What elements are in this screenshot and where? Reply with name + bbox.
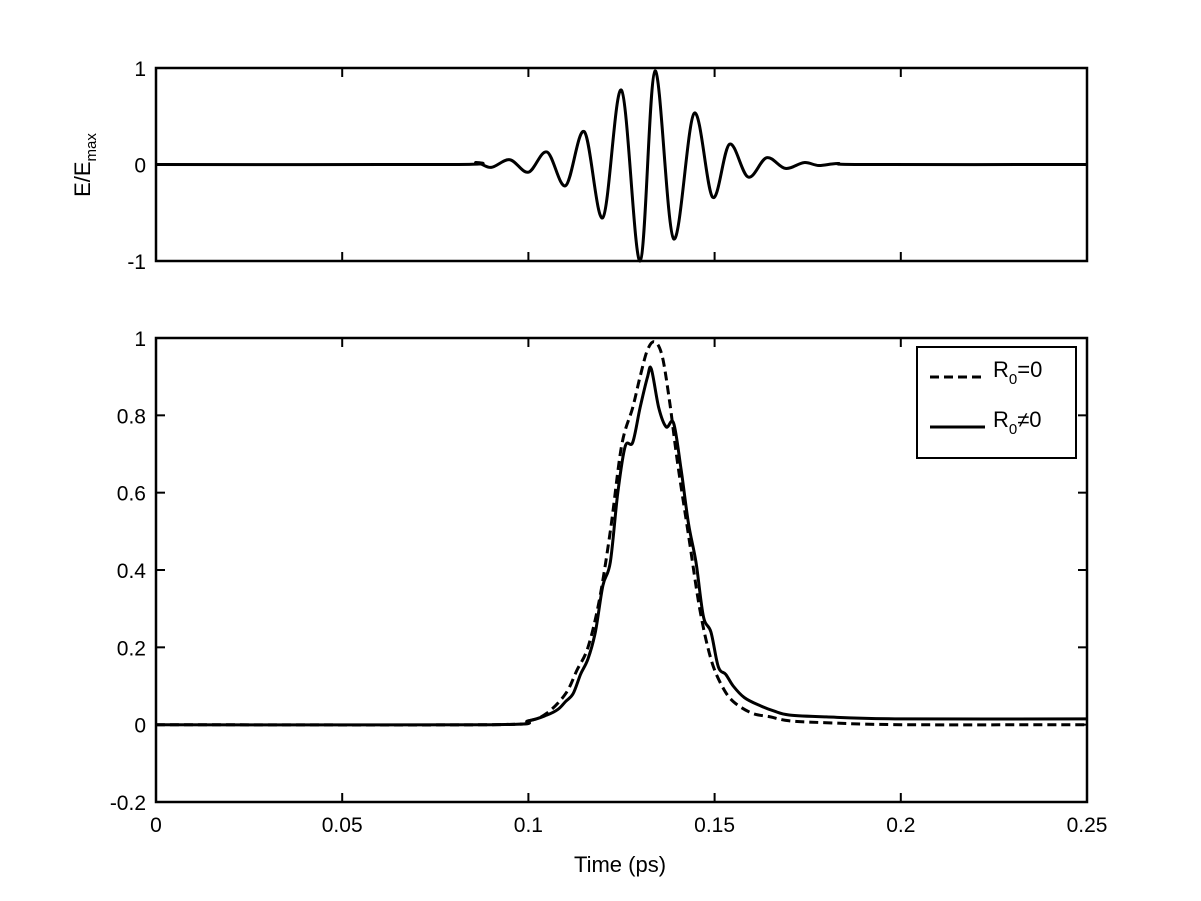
legend-label-r0-nonzero: R0≠0 <box>993 407 1042 438</box>
top-series-line-solid <box>155 69 1088 263</box>
top-series-group <box>155 69 1088 263</box>
bottom-y-tick-label-5: 0.8 <box>117 405 146 428</box>
top-y-tick-labels: -1 0 1 <box>127 58 146 274</box>
top-y-tick-label-2: 1 <box>134 58 146 81</box>
bottom-y-tick-label-0: -0.2 <box>110 792 146 815</box>
bottom-x-tick-label-4: 0.2 <box>886 814 915 837</box>
bottom-y-tick-label-2: 0.2 <box>117 637 146 660</box>
top-y-tick-label-1: 0 <box>134 155 146 178</box>
legend: R0=0 R0≠0 <box>916 346 1077 459</box>
bottom-series-line-dashed <box>155 340 1088 727</box>
bottom-panel: -0.200.20.40.60.81 0 0.05 0.1 0.15 0.2 0.25 T… <box>110 328 1108 877</box>
bottom-y-tick-label-3: 0.4 <box>117 560 147 583</box>
bottom-x-tick-label-2: 0.1 <box>514 814 543 837</box>
bottom-x-tick-label-1: 0.05 <box>322 814 363 837</box>
top-panel: -1 0 1 E/Emax <box>70 58 1089 274</box>
bottom-y-tick-label-1: 0 <box>134 715 146 738</box>
bottom-y-tick-labels: -0.2 0 0.2 0.4 0.6 0.8 1 <box>110 328 146 815</box>
legend-label-r0-zero: R0=0 <box>993 357 1042 388</box>
bottom-y-tick-label-6: 1 <box>134 328 146 351</box>
bottom-x-tick-labels: 0 0.05 0.1 0.15 0.2 0.25 <box>150 814 1107 837</box>
bottom-series-line-solid <box>155 365 1088 727</box>
bottom-x-tick-label-3: 0.15 <box>694 814 735 837</box>
x-axis-label: Time (ps) <box>574 852 666 877</box>
bottom-series-group <box>155 340 1088 727</box>
top-ticks <box>155 67 1088 262</box>
bottom-y-tick-label-4: 0.6 <box>117 483 146 506</box>
top-y-axis-label: E/Emax <box>70 133 100 197</box>
bottom-x-tick-label-0: 0 <box>150 814 162 837</box>
bottom-ticks <box>155 337 1088 803</box>
bottom-x-tick-label-5: 0.25 <box>1067 814 1108 837</box>
legend-box <box>916 346 1077 459</box>
top-y-tick-label-0: -1 <box>127 251 146 274</box>
